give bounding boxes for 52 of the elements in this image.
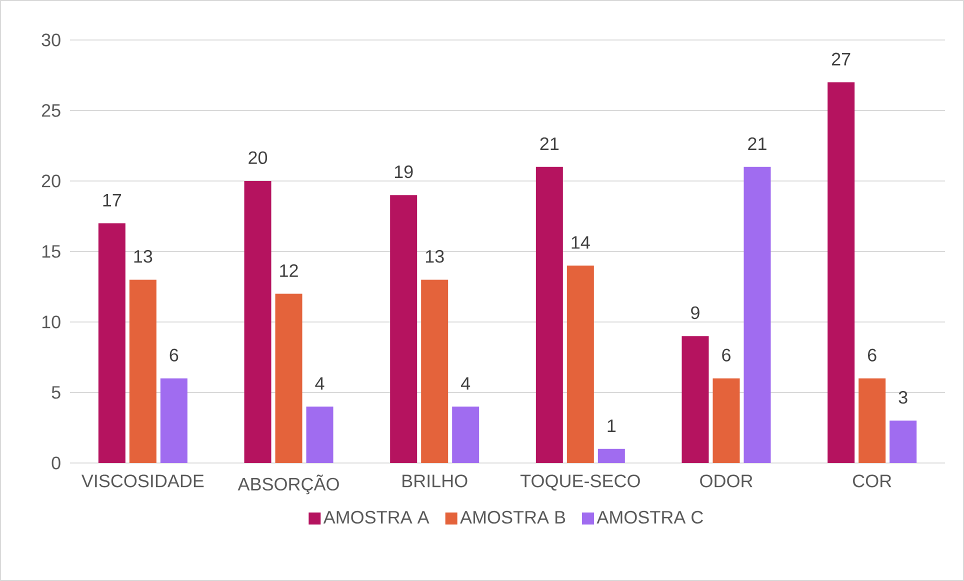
bar [390,195,418,463]
bar [858,378,886,463]
y-tick-label: 30 [42,34,60,46]
data-label: 4 [461,377,470,390]
bar [98,223,126,463]
bar [598,448,625,463]
legend-label: AMOSTRA A [323,510,430,524]
bar [712,378,740,463]
y-tick-label: 10 [42,316,60,328]
x-tick-label: BRILHO [402,474,468,488]
bar [828,82,855,463]
y-tick-label: 25 [42,104,60,117]
data-label: 12 [280,264,298,277]
bar [890,420,917,463]
bar [566,266,594,463]
x-tick-label: ODOR [700,474,752,488]
data-label: 17 [103,194,122,206]
legend-label: AMOSTRA C [596,510,703,524]
y-tick-label: 0 [52,456,60,470]
data-label: 13 [426,250,444,263]
bar [244,180,272,463]
x-tick-label: TOQUE-SECO [520,474,640,491]
legend-label: AMOSTRA B [460,510,566,524]
data-label: 14 [572,236,590,249]
bar [129,280,156,463]
y-tick-label: 5 [52,386,60,399]
data-label: 6 [868,348,876,362]
bar [421,280,448,463]
data-label: 21 [748,137,766,150]
y-tick-label: 20 [42,174,60,188]
data-label: 3 [898,391,908,404]
bar [536,166,563,463]
bar [160,378,188,463]
bar [452,406,480,463]
bar [744,166,771,463]
data-label: 13 [134,250,152,263]
data-label: 6 [722,348,730,362]
data-label: 20 [248,151,268,164]
data-label: 4 [315,377,324,390]
data-label: 6 [170,348,178,362]
data-label: 27 [832,52,850,66]
bar [682,336,709,463]
data-label: 9 [691,306,700,320]
data-label: 19 [394,165,413,178]
bar [306,406,334,463]
y-tick-label: 15 [42,245,60,258]
data-label: 21 [540,137,559,150]
x-tick-label: ABSORÇÃO [238,474,339,494]
x-tick-label: VISCOSIDADE [81,474,204,488]
x-tick-label: COR [853,474,892,488]
bar [275,294,302,463]
data-label: 1 [608,420,616,432]
